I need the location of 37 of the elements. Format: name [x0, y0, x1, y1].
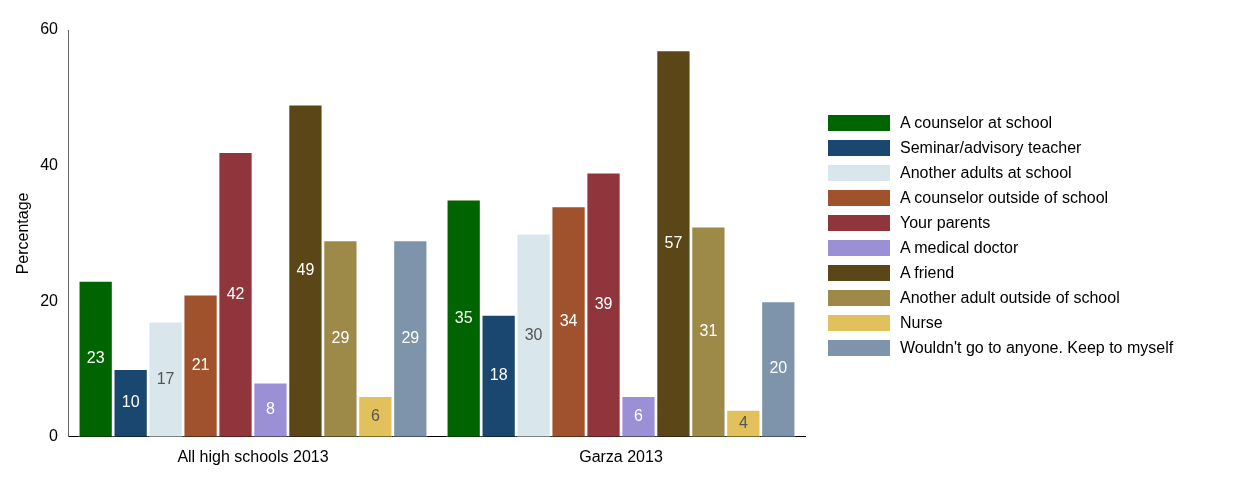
- data-label: 29: [331, 328, 350, 346]
- y-axis-title: Percentage: [14, 192, 32, 275]
- y-tick-label: 20: [40, 291, 59, 309]
- data-label: 6: [634, 406, 644, 424]
- legend-label: A counselor outside of school: [900, 188, 1109, 207]
- data-label: 4: [738, 413, 748, 431]
- x-tick-label: All high schools 2013: [177, 447, 329, 465]
- data-label: 31: [699, 322, 718, 340]
- legend-label: A medical doctor: [900, 238, 1019, 257]
- data-label: 23: [86, 349, 105, 367]
- legend-label: Another adult outside of school: [900, 288, 1120, 307]
- data-label: 42: [226, 284, 245, 302]
- data-label: 8: [266, 400, 276, 418]
- legend-label: Wouldn't go to anyone. Keep to myself: [900, 338, 1174, 357]
- data-label: 18: [489, 366, 508, 384]
- x-tick-label: Garza 2013: [579, 447, 663, 465]
- data-label: 39: [594, 295, 613, 312]
- data-label: 34: [559, 311, 578, 329]
- legend-label: A friend: [900, 263, 955, 282]
- data-label: 35: [454, 308, 473, 326]
- legend-label: Another adults at school: [900, 163, 1072, 182]
- legend-label: Seminar/advisory teacher: [900, 138, 1082, 157]
- data-label: 29: [401, 328, 420, 346]
- legend-label: Nurse: [900, 313, 943, 332]
- data-label: 10: [121, 393, 140, 411]
- data-label: 17: [156, 369, 175, 387]
- data-label: 21: [191, 356, 210, 374]
- data-label: 30: [524, 325, 543, 343]
- y-tick-label: 60: [40, 20, 59, 38]
- legend-label: Your parents: [900, 213, 991, 232]
- data-label: 49: [296, 261, 315, 279]
- data-label: 6: [370, 406, 380, 424]
- y-tick-label: 40: [40, 156, 59, 174]
- y-tick-label: 0: [49, 427, 59, 445]
- legend-label: A counselor at school: [900, 113, 1053, 132]
- data-label: 20: [769, 359, 788, 377]
- data-label: 57: [664, 233, 683, 251]
